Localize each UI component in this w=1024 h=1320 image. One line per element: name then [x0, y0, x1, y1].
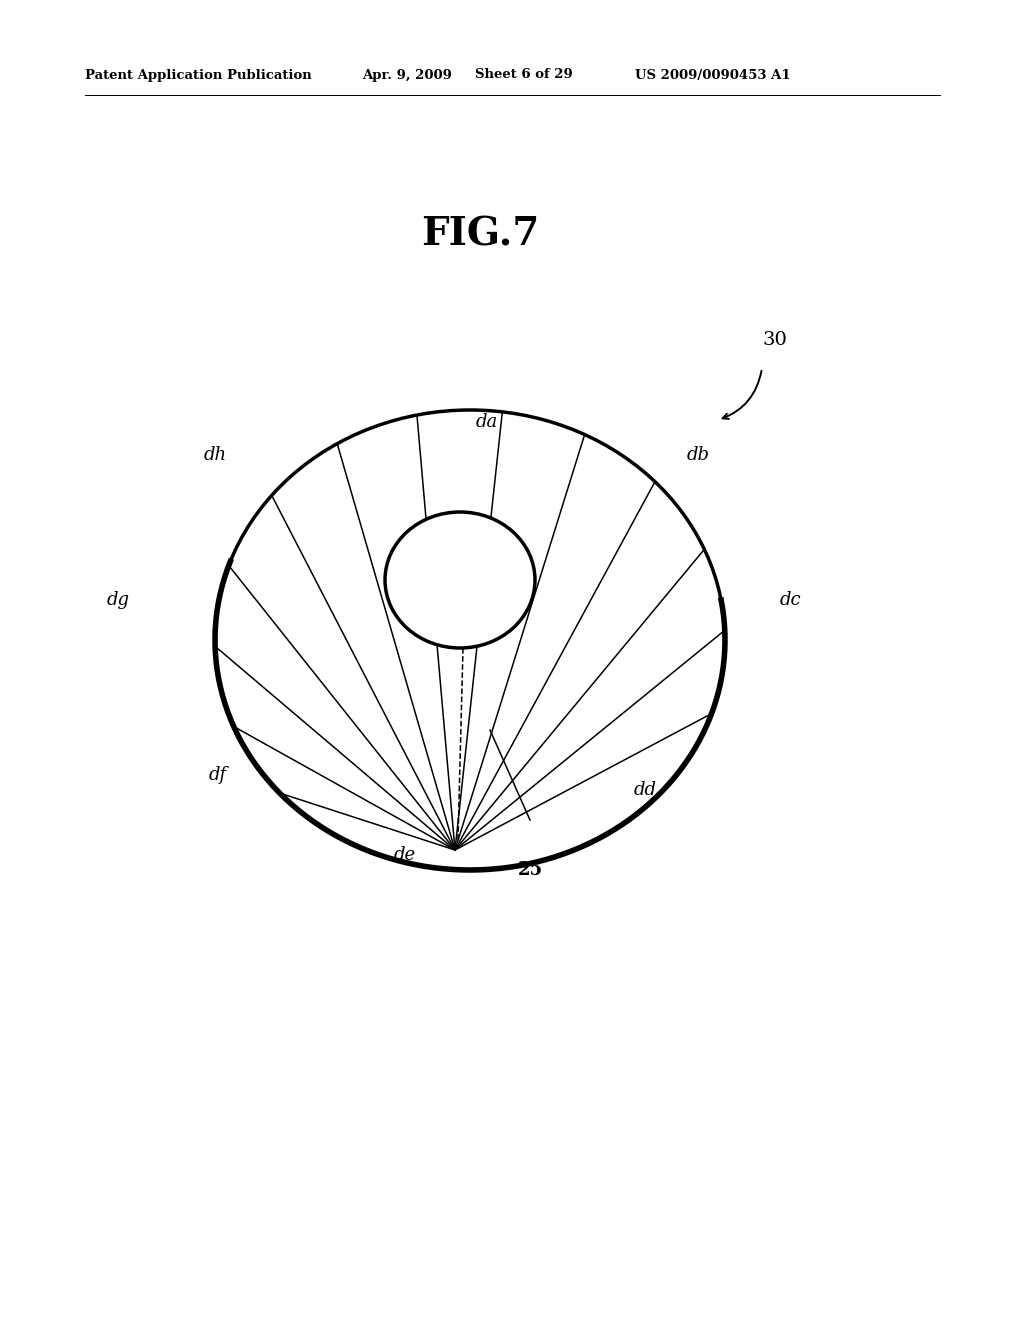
Text: FIG.7: FIG.7 [421, 216, 540, 253]
Text: df: df [209, 766, 227, 784]
Text: dd: dd [634, 781, 656, 799]
Text: 25: 25 [517, 861, 543, 879]
Text: 30: 30 [763, 331, 787, 348]
Text: Sheet 6 of 29: Sheet 6 of 29 [475, 69, 572, 82]
Text: Patent Application Publication: Patent Application Publication [85, 69, 311, 82]
Text: Apr. 9, 2009: Apr. 9, 2009 [362, 69, 452, 82]
Text: dh: dh [204, 446, 226, 465]
Ellipse shape [385, 512, 535, 648]
Text: de: de [394, 846, 416, 865]
Text: US 2009/0090453 A1: US 2009/0090453 A1 [635, 69, 791, 82]
Text: dg: dg [106, 591, 129, 609]
Text: db: db [686, 446, 710, 465]
Text: dc: dc [779, 591, 801, 609]
Text: da: da [476, 413, 498, 432]
